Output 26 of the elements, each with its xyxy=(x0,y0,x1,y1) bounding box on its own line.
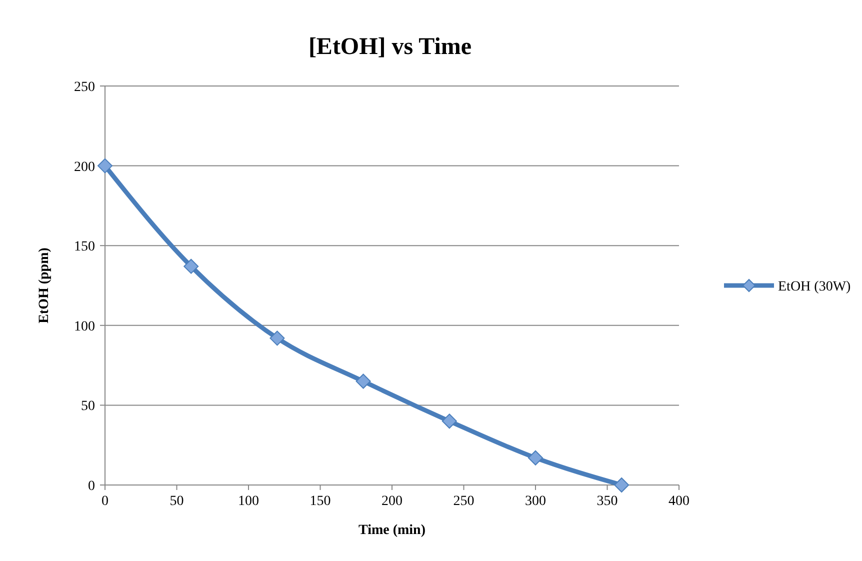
x-tick-label: 350 xyxy=(596,494,618,509)
point xyxy=(614,478,630,492)
x-tick-label: 150 xyxy=(310,494,331,509)
y-tick-label: 150 xyxy=(74,240,95,255)
y-tick-label: 250 xyxy=(74,80,95,95)
y-tick-label: 0 xyxy=(88,479,95,494)
point xyxy=(442,414,457,429)
y-tick-label: 50 xyxy=(81,399,95,414)
legend-label: EtOH (30W) xyxy=(778,280,852,294)
point xyxy=(528,450,543,466)
y-axis-title: EtOH (ppm) xyxy=(37,247,52,324)
point xyxy=(98,158,112,174)
chart-title: [EtOH] vs Time xyxy=(308,34,472,60)
x-tick-label: 250 xyxy=(453,494,474,509)
x-tick-label: 100 xyxy=(238,494,259,509)
point xyxy=(270,330,285,346)
y-tick-label: 100 xyxy=(74,319,95,334)
x-tick-label: 300 xyxy=(525,494,546,509)
x-tick-label: 0 xyxy=(102,494,108,509)
x-tick-label: 200 xyxy=(382,494,402,509)
x-axis-title: Time (min) xyxy=(358,523,426,538)
x-tick-label: 400 xyxy=(668,494,690,509)
x-tick-label: 50 xyxy=(170,494,184,509)
point xyxy=(356,374,371,389)
point xyxy=(184,258,199,274)
y-tick-label: 200 xyxy=(74,160,95,175)
